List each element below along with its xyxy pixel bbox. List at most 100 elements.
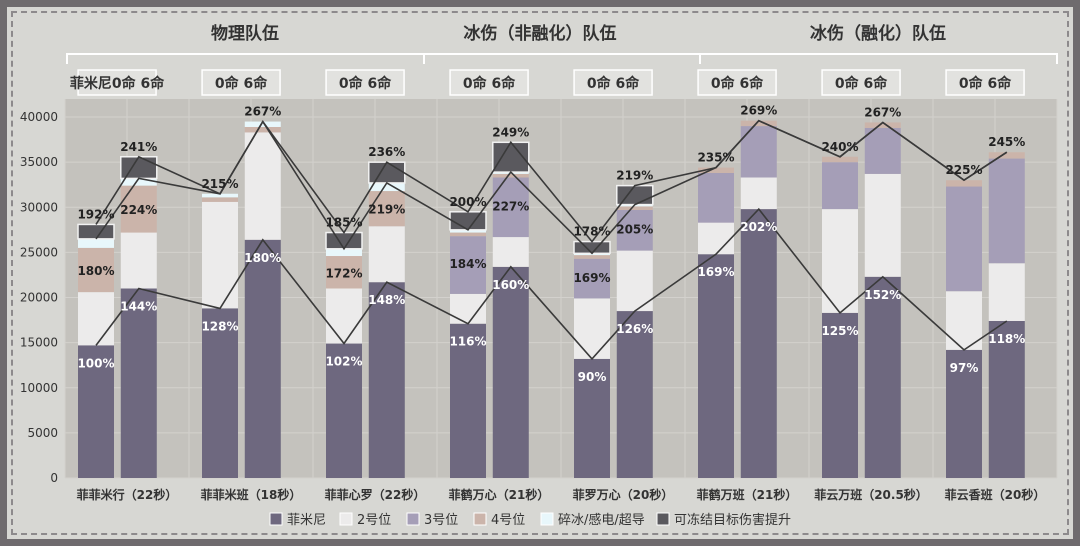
- bar-segment: [740, 120, 777, 127]
- bar-segment: [326, 343, 362, 478]
- bar-segment: [822, 162, 858, 210]
- y-tick-label: 20000: [20, 291, 58, 305]
- data-label-total: 267%: [864, 105, 901, 119]
- bar-segment: [616, 206, 653, 210]
- group-header-ice-melt: 冰伤（融化）队伍: [810, 23, 946, 44]
- bar-segment: [864, 276, 901, 478]
- legend-label: 碎冰/感电/超导: [558, 512, 645, 528]
- bar-segment: [449, 211, 487, 231]
- legend-label: 可冻结目标伤害提升: [674, 512, 791, 528]
- legend-swatch: [339, 512, 353, 526]
- subgroup-label: 0命 6命: [711, 75, 764, 92]
- x-category-label: 菲菲心罗（22秒）: [325, 487, 426, 502]
- data-label-total: 219%: [616, 169, 653, 183]
- data-label-team: 180%: [77, 264, 114, 278]
- data-label-team: 219%: [368, 203, 405, 217]
- bar-segment: [822, 156, 858, 163]
- subgroup-label: 0命 6命: [215, 75, 268, 92]
- bar-segment: [946, 349, 982, 478]
- bar-segment: [202, 308, 238, 478]
- legend: 菲米尼 2号位 3号位 4号位 碎冰/感电/超导 可冻结目标伤害提升: [269, 512, 791, 528]
- bar-segment: [946, 186, 982, 292]
- data-label-total: 178%: [573, 225, 610, 239]
- bar-segment: [368, 191, 405, 227]
- bar-segment: [740, 177, 777, 210]
- bar-segment: [120, 178, 157, 186]
- data-label-team: 205%: [616, 222, 653, 236]
- legend-label: 2号位: [357, 513, 391, 528]
- bar-segment: [202, 201, 238, 309]
- data-label-fimini: 97%: [950, 361, 979, 375]
- data-label-total: 225%: [945, 163, 982, 177]
- bar-segment: [864, 173, 901, 277]
- bar-segment: [574, 358, 610, 478]
- bar-segment: [574, 258, 610, 299]
- data-label-fimini: 118%: [988, 332, 1025, 346]
- data-label-fimini: 116%: [449, 335, 486, 349]
- legend-swatch: [406, 512, 420, 526]
- subgroup-label-box: [449, 69, 529, 96]
- bar-segment: [822, 209, 858, 313]
- data-label-fimini: 90%: [578, 370, 607, 384]
- y-tick-label: 5000: [27, 426, 58, 440]
- bar-segment: [244, 239, 281, 478]
- bar-segment: [450, 232, 486, 237]
- bar-segment: [864, 122, 901, 128]
- data-label-fimini: 100%: [77, 356, 114, 370]
- bar-segment: [326, 256, 362, 289]
- subgroup-label-box: [697, 69, 777, 96]
- subgroup-label-box: [201, 69, 281, 96]
- y-tick-label: 40000: [20, 110, 58, 124]
- bar-segment: [78, 238, 114, 248]
- bar-segment: [492, 237, 529, 267]
- bar-segment: [492, 266, 529, 478]
- bar-segment: [202, 197, 238, 202]
- subgroup-label: 0命 6命: [587, 75, 640, 92]
- data-label-fimini: 169%: [697, 265, 734, 279]
- bar-segment: [244, 121, 281, 127]
- data-label-fimini: 128%: [201, 319, 238, 333]
- subgroup-label: 0命 6命: [835, 75, 888, 92]
- legend-swatch: [473, 512, 487, 526]
- bar-segment: [202, 193, 238, 198]
- subgroup-label-box: [325, 69, 405, 96]
- bar-segment: [326, 288, 362, 344]
- data-label-team: 169%: [573, 271, 610, 285]
- bar-segment: [740, 209, 777, 479]
- group-headers: 物理队伍 冰伤（非融化）队伍 冰伤（融化）队伍: [66, 23, 1058, 64]
- bar-segment: [368, 226, 405, 283]
- line-frozen-total: [95, 119, 1008, 243]
- subgroup-label-box: [77, 69, 157, 96]
- bar-segment: [450, 236, 486, 294]
- data-label-team: 172%: [325, 266, 362, 280]
- bar-segment: [120, 156, 158, 180]
- legend-label: 3号位: [424, 513, 458, 528]
- x-category-label: 菲云香班（20秒）: [945, 487, 1046, 502]
- data-label-fimini: 125%: [821, 324, 858, 338]
- group-header-ice-nonmelt: 冰伤（非融化）队伍: [464, 23, 617, 44]
- data-label-total: 241%: [120, 140, 157, 154]
- x-category-label: 菲罗万心（20秒）: [573, 487, 674, 502]
- subgroup-label-box: [945, 69, 1025, 96]
- data-label-total: 267%: [244, 105, 281, 119]
- bar-segment: [616, 250, 653, 312]
- bar-segment: [78, 292, 114, 346]
- x-category-label: 菲鹤万班（21秒）: [697, 487, 798, 502]
- bar-segment: [573, 240, 611, 255]
- data-label-fimini: 148%: [368, 293, 405, 307]
- legend-label: 菲米尼: [287, 513, 326, 528]
- subgroup-label: 0命 6命: [339, 75, 392, 92]
- data-label-total: 200%: [449, 195, 486, 209]
- bar-segment: [120, 288, 157, 478]
- data-label-fimini: 144%: [120, 300, 157, 314]
- bar-segment: [450, 229, 486, 233]
- data-label-team: 224%: [120, 203, 157, 217]
- bar-segment: [368, 282, 405, 478]
- bar-segment: [988, 263, 1025, 321]
- group-header-physical: 物理队伍: [211, 23, 279, 44]
- data-label-fimini: 180%: [244, 251, 281, 265]
- data-label-total: 235%: [697, 151, 734, 165]
- bar-segment: [492, 173, 529, 178]
- bar-segment: [864, 127, 901, 174]
- x-category-label: 菲菲米班（18秒）: [201, 487, 302, 502]
